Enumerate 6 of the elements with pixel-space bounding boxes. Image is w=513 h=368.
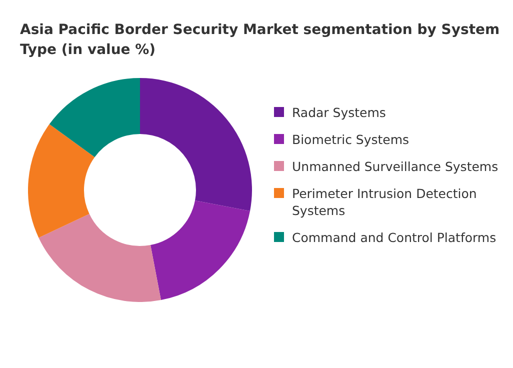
- legend-label: Radar Systems: [292, 104, 386, 121]
- legend-label: Perimeter Intrusion Detection Systems: [292, 185, 478, 219]
- legend-label: Biometric Systems: [292, 131, 410, 148]
- legend-label: Command and Control Platforms: [292, 229, 496, 246]
- chart-title: Asia Pacific Border Security Market segmentation by System Type (in value %): [20, 21, 500, 60]
- legend-label: Unmanned Surveillance Systems: [292, 158, 498, 175]
